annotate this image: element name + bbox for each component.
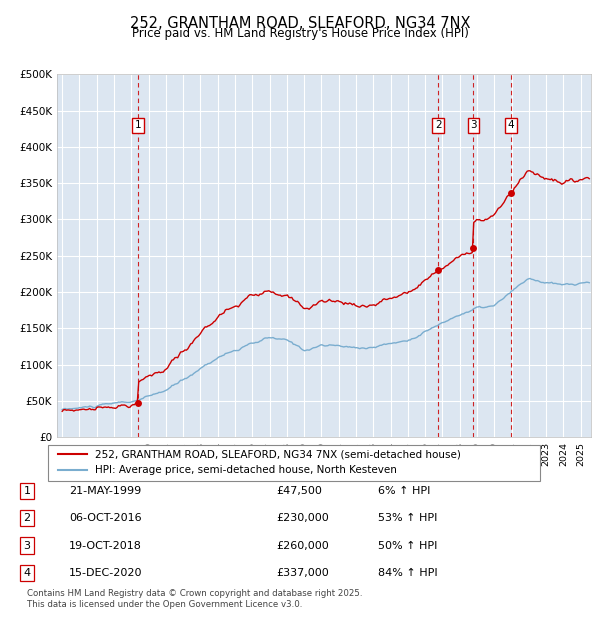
Text: 06-OCT-2016: 06-OCT-2016 xyxy=(69,513,142,523)
FancyBboxPatch shape xyxy=(48,445,540,480)
Text: 53% ↑ HPI: 53% ↑ HPI xyxy=(378,513,437,523)
Text: 21-MAY-1999: 21-MAY-1999 xyxy=(69,486,141,496)
Text: £230,000: £230,000 xyxy=(276,513,329,523)
Text: 50% ↑ HPI: 50% ↑ HPI xyxy=(378,541,437,551)
Text: 84% ↑ HPI: 84% ↑ HPI xyxy=(378,568,437,578)
Text: 2: 2 xyxy=(435,120,442,130)
Text: 252, GRANTHAM ROAD, SLEAFORD, NG34 7NX (semi-detached house): 252, GRANTHAM ROAD, SLEAFORD, NG34 7NX (… xyxy=(95,450,461,459)
Text: 15-DEC-2020: 15-DEC-2020 xyxy=(69,568,143,578)
Text: 1: 1 xyxy=(135,120,142,130)
Text: 3: 3 xyxy=(470,120,477,130)
Text: 19-OCT-2018: 19-OCT-2018 xyxy=(69,541,142,551)
Text: 4: 4 xyxy=(23,568,31,578)
Text: 4: 4 xyxy=(508,120,514,130)
Text: 6% ↑ HPI: 6% ↑ HPI xyxy=(378,486,430,496)
Text: £260,000: £260,000 xyxy=(276,541,329,551)
Text: Contains HM Land Registry data © Crown copyright and database right 2025.
This d: Contains HM Land Registry data © Crown c… xyxy=(27,590,362,609)
Text: 1: 1 xyxy=(23,486,31,496)
Text: £47,500: £47,500 xyxy=(276,486,322,496)
Text: Price paid vs. HM Land Registry's House Price Index (HPI): Price paid vs. HM Land Registry's House … xyxy=(131,27,469,40)
Text: 2: 2 xyxy=(23,513,31,523)
Text: HPI: Average price, semi-detached house, North Kesteven: HPI: Average price, semi-detached house,… xyxy=(95,466,397,476)
Text: 252, GRANTHAM ROAD, SLEAFORD, NG34 7NX: 252, GRANTHAM ROAD, SLEAFORD, NG34 7NX xyxy=(130,16,470,30)
Text: 3: 3 xyxy=(23,541,31,551)
Text: £337,000: £337,000 xyxy=(276,568,329,578)
